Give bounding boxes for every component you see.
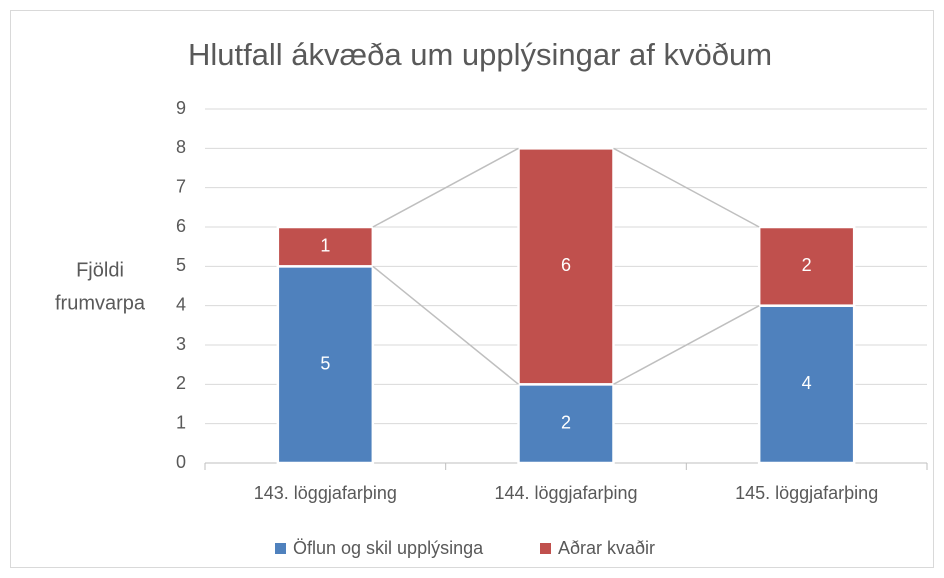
y-tick-label: 5 bbox=[176, 255, 186, 275]
y-tick-label: 2 bbox=[176, 373, 186, 393]
y-tick-label: 1 bbox=[176, 412, 186, 432]
data-label: 2 bbox=[802, 255, 812, 275]
bar-segment bbox=[517, 383, 615, 465]
series-line bbox=[613, 305, 760, 385]
y-axis-label: Fjöldi bbox=[76, 259, 124, 281]
data-label: 5 bbox=[320, 353, 330, 373]
y-tick-label: 6 bbox=[176, 216, 186, 236]
data-label: 2 bbox=[561, 412, 571, 432]
chart-title: Hlutfall ákvæða um upplýsingar af kvöðum bbox=[188, 37, 772, 72]
bar-segment bbox=[757, 304, 856, 465]
x-tick-label: 143. löggjafarþing bbox=[254, 483, 397, 503]
x-tick-label: 144. löggjafarþing bbox=[494, 483, 637, 503]
legend-swatch bbox=[275, 543, 286, 554]
y-tick-label: 0 bbox=[176, 452, 186, 472]
bar-segment bbox=[276, 225, 375, 268]
y-axis-label: frumvarpa bbox=[55, 292, 146, 314]
y-tick-label: 4 bbox=[176, 294, 186, 314]
legend-label: Öflun og skil upplýsinga bbox=[293, 538, 484, 558]
data-label: 4 bbox=[802, 373, 812, 393]
data-label: 1 bbox=[320, 235, 330, 255]
data-label: 6 bbox=[561, 255, 571, 275]
bar-segment bbox=[517, 147, 615, 386]
y-tick-label: 9 bbox=[176, 98, 186, 118]
bar-segment bbox=[276, 265, 375, 465]
series-line bbox=[613, 147, 760, 228]
y-tick-label: 3 bbox=[176, 334, 186, 354]
legend-swatch bbox=[540, 543, 551, 554]
y-tick-label: 8 bbox=[176, 137, 186, 157]
series-line bbox=[372, 265, 519, 385]
bar-segment bbox=[757, 225, 856, 307]
series-line bbox=[372, 147, 519, 228]
y-tick-label: 7 bbox=[176, 176, 186, 196]
legend-label: Aðrar kvaðir bbox=[558, 538, 655, 558]
x-tick-label: 145. löggjafarþing bbox=[735, 483, 878, 503]
